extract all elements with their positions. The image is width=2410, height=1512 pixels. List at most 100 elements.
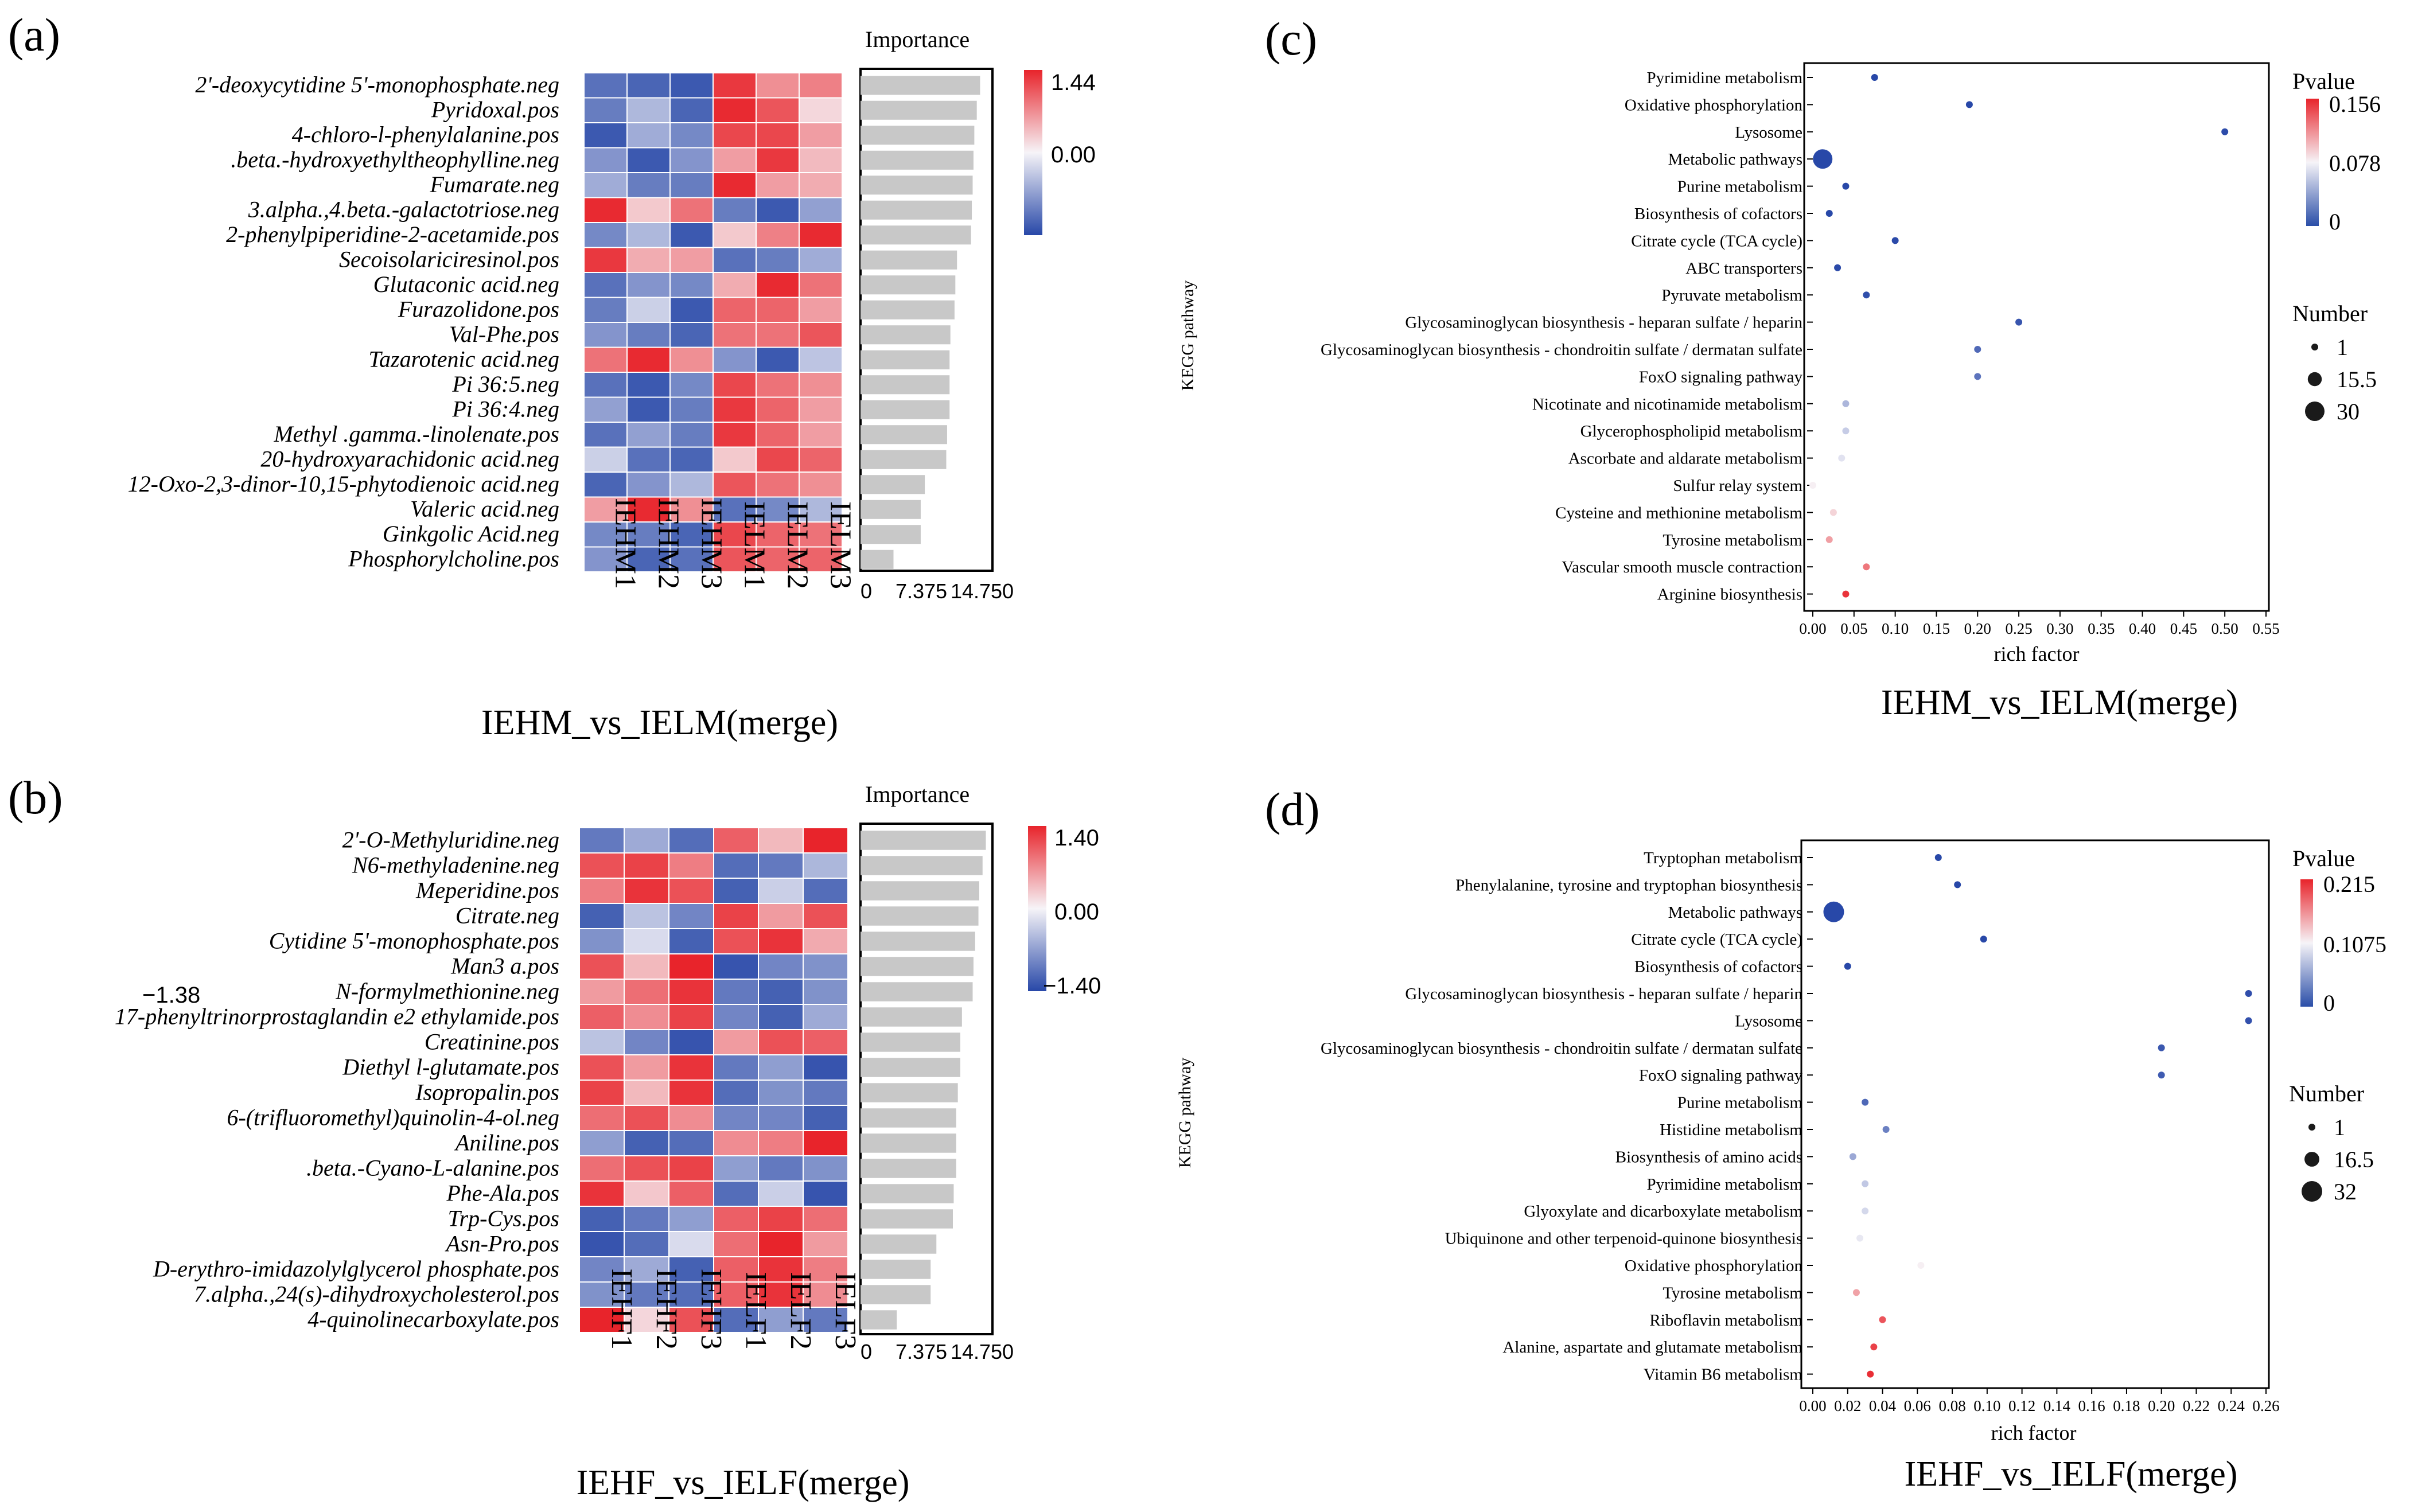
b-heatmap-cell [758, 1004, 804, 1030]
b-heatmap-cell [668, 1004, 714, 1030]
c-category-label: Vascular smooth muscle contraction [1562, 558, 1802, 576]
a-heatmap-cell [583, 396, 628, 423]
a-heatmap-cell [626, 471, 671, 498]
c-point [1834, 264, 1841, 271]
d-x-tick-label: 0.04 [1869, 1397, 1897, 1414]
b-heatmap-cell [579, 1130, 625, 1156]
d-category-label: Purine metabolism [1677, 1094, 1803, 1112]
a-heatmap-cell [583, 346, 628, 373]
b-heatmap-cell [579, 1231, 625, 1257]
panel-b-column-labels: IEHF1 IEHF2 IEHF3 IELF1 IELF2 IELF3 [605, 1268, 862, 1350]
b-heatmap-cell [758, 1080, 804, 1106]
a-heatmap-cell [626, 97, 671, 123]
c-x-tick-label: 0.05 [1840, 620, 1867, 637]
a-heatmap-cell [713, 297, 757, 323]
c-category-label: Glycosaminoglycan biosynthesis - chondro… [1321, 341, 1802, 359]
b-importance-bar [861, 1159, 956, 1178]
d-x-tick-label: 0.00 [1799, 1397, 1826, 1414]
b-importance-tick: 14.750 [951, 1340, 1014, 1363]
a-importance-bar [861, 500, 921, 519]
b-heatmap-cell [713, 928, 759, 954]
a-heatmap-cell [799, 122, 843, 149]
d-point [1862, 1098, 1869, 1106]
b-row-label: N-formylmethionine.neg [335, 978, 559, 1004]
panel-d-xlabel: rich factor [1991, 1421, 2077, 1444]
b-heatmap-cell [579, 1206, 625, 1232]
d-point [1856, 1234, 1864, 1242]
b-row-label: Trp-Cys.pos [448, 1205, 560, 1231]
b-heatmap-cell [713, 1029, 759, 1055]
panel-a-letter: (a) [8, 9, 60, 61]
b-importance-bar [861, 932, 975, 951]
b-heatmap-cell [758, 852, 804, 879]
c-category-label: Purine metabolism [1677, 178, 1803, 196]
b-heatmap-cell [713, 979, 759, 1005]
panel-b-colorbar-mid: 0.00 [1054, 899, 1099, 925]
a-row-label: Methyl .gamma.-linolenate.pos [273, 421, 559, 447]
d-category-label: Alanine, aspartate and glutamate metabol… [1502, 1338, 1802, 1357]
a-heatmap-cell [583, 247, 628, 273]
a-heatmap-cell [669, 346, 714, 373]
a-importance-bar [861, 400, 950, 419]
b-heatmap-cell [624, 1206, 669, 1232]
a-importance-tick: 0 [861, 579, 872, 603]
b-importance-tick: 0 [861, 1340, 872, 1363]
a-heatmap-cell [583, 496, 628, 523]
b-heatmap-cell [713, 1054, 759, 1081]
c-number-legend-label: 15.5 [2337, 367, 2377, 392]
a-heatmap-cell [799, 222, 843, 248]
panel-b-importance-frame [859, 823, 994, 1335]
a-heatmap-cell [756, 346, 800, 373]
b-heatmap-cell [624, 1155, 669, 1182]
a-heatmap-cell [626, 322, 671, 348]
b-heatmap-cell [803, 852, 848, 879]
a-heatmap-cell [756, 97, 800, 123]
a-heatmap-cell [626, 521, 671, 548]
c-category-label: Nicotinate and nicotinamide metabolism [1532, 395, 1803, 414]
d-category-label: Glyoxylate and dicarboxylate metabolism [1524, 1202, 1802, 1221]
d-number-legend-label: 16.5 [2334, 1147, 2374, 1172]
b-importance-bar [861, 1209, 953, 1229]
c-point [1842, 400, 1850, 407]
a-heatmap-cell [713, 396, 757, 423]
a-importance-bar [861, 525, 921, 544]
a-row-label: Tazarotenic acid.neg [368, 346, 559, 372]
b-importance-bar [861, 831, 986, 850]
b-heatmap-cell [668, 953, 714, 980]
c-category-label: Arginine biosynthesis [1657, 586, 1802, 604]
a-heatmap-cell [756, 72, 800, 99]
a-heatmap-cell [799, 297, 843, 323]
a-heatmap-cell [669, 172, 714, 198]
b-row-label: Man3 a.pos [450, 953, 559, 979]
b-row-label: Aniline.pos [454, 1129, 559, 1155]
b-heatmap-cell [713, 1307, 759, 1333]
d-category-label: Vitamin B6 metabolism [1644, 1366, 1802, 1384]
panel-d-letter: (d) [1265, 783, 1320, 835]
b-heatmap-cell [624, 1231, 669, 1257]
a-heatmap-cell [799, 396, 843, 423]
b-column-label: IELF1 [739, 1272, 772, 1350]
panel-a-importance-bars [861, 76, 980, 569]
b-importance-bar [861, 856, 983, 875]
a-importance-bar [861, 126, 975, 145]
a-row-label: Val-Phe.pos [449, 321, 559, 347]
c-point [1825, 210, 1833, 217]
a-heatmap-cell [583, 546, 628, 572]
panel-c-category-labels: Pyrimidine metabolism Oxidative phosphory… [1321, 69, 1813, 604]
b-row-label: Isopropalin.pos [415, 1079, 559, 1105]
a-heatmap-cell [669, 72, 714, 99]
b-row-label: Asn-Pro.pos [445, 1230, 559, 1256]
a-heatmap-cell [626, 422, 671, 448]
b-heatmap-cell [624, 928, 669, 954]
c-point [1974, 373, 1981, 380]
panel-b-row-labels: 2'-O-Methyluridine.negN6-methyladenine.n… [115, 827, 559, 1332]
b-heatmap-cell [713, 827, 759, 854]
a-row-label: Pi 36:4.neg [451, 396, 559, 422]
a-heatmap-cell [626, 346, 671, 373]
a-heatmap-cell [583, 222, 628, 248]
panel-c-pvalue-mid: 0.078 [2329, 150, 2381, 176]
b-heatmap-cell [803, 953, 848, 980]
d-point [2158, 1044, 2165, 1051]
d-point [1849, 1153, 1856, 1160]
b-heatmap-cell [713, 1004, 759, 1030]
